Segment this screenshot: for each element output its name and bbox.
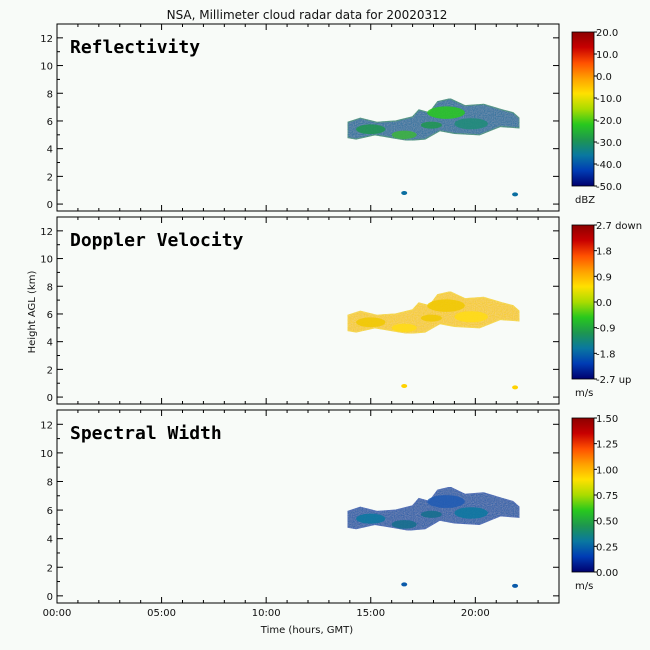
colorbar-tick-label: 0.50 (596, 517, 618, 528)
y-tick-label: 8 (47, 477, 53, 488)
colorbar-unit: dBZ (575, 195, 595, 206)
colorbar-tick-label: -0.9 (596, 324, 616, 335)
surface-echo (401, 383, 408, 388)
y-tick-label: 4 (47, 535, 53, 546)
colorbar-tick-label: -50.0 (596, 182, 622, 193)
cloud-core (420, 121, 442, 129)
colorbar-tick-label: 0.9 (596, 272, 612, 283)
cloud-core (391, 520, 417, 529)
y-tick-label: 4 (47, 338, 53, 349)
cloud-echo (347, 98, 520, 142)
figure-title: NSA, Millimeter cloud radar data for 200… (167, 8, 448, 22)
x-tick-label: 00:00 (43, 608, 72, 619)
y-tick-label: 12 (40, 227, 53, 238)
x-tick-label: 10:00 (252, 608, 281, 619)
y-tick-label: 8 (47, 89, 53, 100)
cloud-core (427, 495, 465, 508)
colorbar-tick-label: 0.00 (596, 568, 618, 579)
colorbar-tick-label: -40.0 (596, 160, 622, 171)
y-tick-label: 12 (40, 34, 53, 45)
colorbar-tick-label: 1.50 (596, 414, 618, 425)
cloud-core (356, 124, 386, 135)
colorbar-tick-label: 1.00 (596, 465, 618, 476)
y-tick-label: 12 (40, 420, 53, 431)
cloud-core (427, 106, 465, 119)
x-tick-label: 15:00 (356, 608, 385, 619)
colorbar-tick-label: 0.25 (596, 542, 618, 553)
surface-echo (512, 192, 519, 197)
colorbar-unit: m/s (575, 388, 593, 399)
colorbar (571, 224, 595, 380)
colorbar-tick-label: 0.0 (596, 72, 612, 83)
surface-echo (512, 385, 519, 390)
colorbar-tick-label: 2.7 down (596, 221, 642, 232)
x-axis-label: Time (hours, GMT) (260, 625, 354, 636)
colorbar-tick-label: 1.25 (596, 440, 618, 451)
colorbar-tick-label: 20.0 (596, 28, 618, 39)
surface-echo (401, 582, 408, 587)
panel-title: Spectral Width (70, 423, 222, 444)
cloud-core (356, 513, 386, 524)
y-axis-label: Height AGL (km) (27, 271, 38, 354)
colorbar-tick-label: -20.0 (596, 116, 622, 127)
y-tick-label: 6 (47, 117, 53, 128)
y-tick-label: 10 (40, 62, 53, 73)
y-tick-label: 6 (47, 506, 53, 517)
y-tick-label: 2 (47, 172, 53, 183)
y-tick-label: 0 (47, 592, 53, 603)
colorbar (571, 31, 595, 187)
cloud-echo (347, 486, 520, 531)
x-tick-label: 05:00 (147, 608, 176, 619)
cloud-core (454, 311, 488, 323)
colorbar-tick-label: 1.8 (596, 247, 612, 258)
cloud-core (427, 299, 465, 312)
panel-1: 0 2 4 6 8 10 12 Doppler Velocity 2.7 down 1.8 0.9 0… (40, 216, 642, 405)
panel-2: 00:00 05:00 10:00 15:00 20:00 0 2 4 6 8 10 12 Spectr… (40, 409, 618, 619)
panel-title: Reflectivity (70, 37, 200, 58)
colorbar-unit: m/s (575, 581, 593, 592)
colorbar-tick-label: -2.7 up (596, 375, 631, 386)
cloud-core (454, 507, 488, 519)
colorbar-tick-label: -1.8 (596, 349, 616, 360)
y-tick-label: 0 (47, 200, 53, 211)
y-tick-label: 4 (47, 145, 53, 156)
cloud-core (420, 510, 442, 518)
cloud-core (391, 323, 417, 332)
colorbar-tick-label: 0.0 (596, 298, 612, 309)
y-tick-label: 2 (47, 563, 53, 574)
cloud-core (391, 130, 417, 139)
colorbar-tick-label: 0.75 (596, 491, 618, 502)
panel-title: Doppler Velocity (70, 230, 244, 251)
cloud-echo (347, 291, 520, 335)
cloud-core (356, 317, 386, 328)
cloud-core (454, 118, 488, 130)
colorbar-tick-label: 10.0 (596, 50, 618, 61)
colorbar-tick-label: -30.0 (596, 138, 622, 149)
y-tick-label: 2 (47, 365, 53, 376)
y-tick-label: 10 (40, 255, 53, 266)
surface-echo (401, 190, 408, 195)
colorbar (571, 417, 595, 573)
y-tick-label: 10 (40, 449, 53, 460)
y-tick-label: 8 (47, 282, 53, 293)
colorbar-tick-label: -10.0 (596, 94, 622, 105)
panel-0: 0 2 4 6 8 10 12 Reflectivity 20.0 10.0 0.0 -10.0 -20… (40, 23, 622, 212)
x-tick-label: 20:00 (461, 608, 490, 619)
surface-echo (512, 583, 519, 588)
cloud-core (420, 314, 442, 322)
y-tick-label: 6 (47, 310, 53, 321)
y-tick-label: 0 (47, 393, 53, 404)
